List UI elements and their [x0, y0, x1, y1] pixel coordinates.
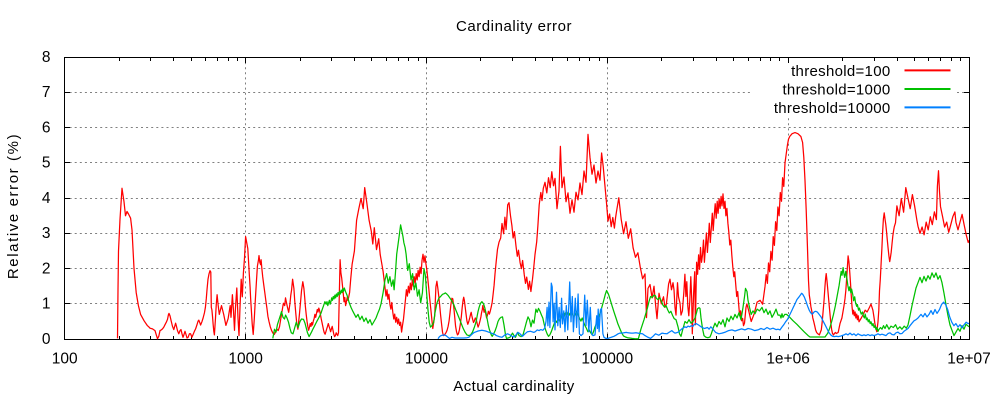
svg-text:5: 5 [42, 155, 51, 172]
svg-text:100000: 100000 [581, 351, 633, 368]
svg-text:threshold=100: threshold=100 [791, 63, 890, 80]
svg-text:1e+07: 1e+07 [947, 351, 991, 368]
svg-text:threshold=10000: threshold=10000 [774, 100, 891, 117]
svg-text:Cardinality error: Cardinality error [456, 18, 572, 35]
svg-text:4: 4 [42, 190, 51, 207]
svg-text:100: 100 [52, 351, 78, 368]
svg-text:10000: 10000 [405, 351, 448, 368]
svg-text:8: 8 [42, 49, 51, 66]
svg-text:6: 6 [42, 120, 51, 137]
svg-text:1000: 1000 [228, 351, 263, 368]
svg-text:7: 7 [42, 84, 51, 101]
svg-text:1e+06: 1e+06 [766, 351, 810, 368]
svg-text:threshold=1000: threshold=1000 [782, 82, 890, 99]
svg-text:3: 3 [42, 225, 51, 242]
svg-text:Actual cardinality: Actual cardinality [453, 378, 575, 395]
svg-text:Relative error (%): Relative error (%) [5, 133, 22, 279]
svg-text:2: 2 [42, 260, 51, 277]
svg-text:0: 0 [42, 331, 51, 348]
svg-text:1: 1 [42, 296, 51, 313]
